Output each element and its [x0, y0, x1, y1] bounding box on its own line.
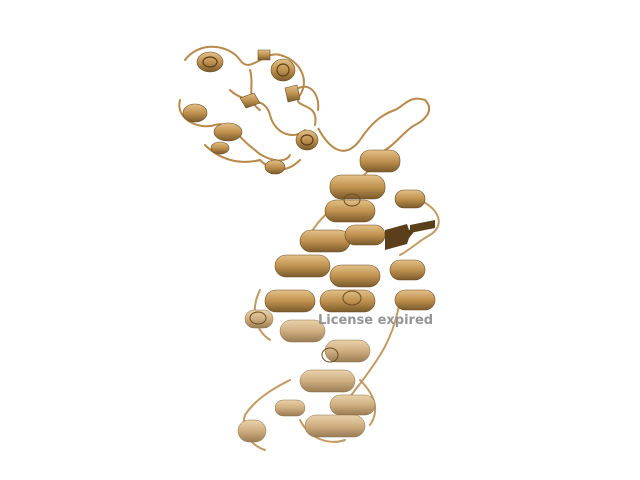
- linker-loop: [317, 97, 431, 152]
- upper-domain-helix-rings: [202, 56, 314, 146]
- beta-strands: [385, 220, 435, 250]
- lower-domain-helix-rings: [249, 193, 362, 363]
- lower-domain-helices: [264, 149, 436, 313]
- upper-domain-helices: [182, 49, 319, 175]
- lower-domain-helices-depth: [237, 309, 376, 443]
